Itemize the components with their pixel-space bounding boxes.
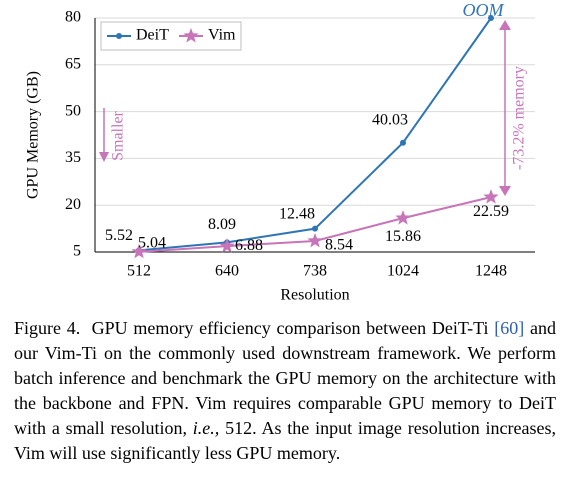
star-marker [183,28,199,43]
caption-emphasis: i.e., [192,418,220,438]
star-marker [219,238,235,253]
series-line [138,17,492,252]
arrow-head [499,20,511,30]
circle-marker [400,139,406,146]
y-tick-label: 20 [65,196,81,213]
x-tick-label: 512 [127,263,151,280]
reduction-label: -73.2% memory [511,66,528,170]
y-tick-label: 5 [73,243,81,260]
arrow-head [499,186,511,196]
star-marker [307,233,323,248]
y-tick-label: 35 [65,149,81,166]
circle-marker [312,225,318,232]
data-label: 22.59 [473,203,509,220]
circle-marker [116,33,122,39]
x-tick-label: 1024 [387,263,419,280]
data-label: 8.09 [208,216,236,233]
citation: [60] [494,318,525,338]
legend-label: DeiT [136,27,169,44]
x-axis-title: Resolution [280,287,349,304]
oom-label: OOM [463,0,505,20]
smaller-label: Smaller [110,110,127,160]
y-tick-label: 65 [65,55,81,72]
y-tick-label: 50 [65,102,81,119]
arrow-head [99,152,109,162]
star-marker [131,243,147,259]
caption-text: 512. As the input image resolution incre… [14,418,556,463]
caption-text: and our Vim-Ti on the commonly used down… [14,318,556,438]
x-tick-label: 738 [303,263,327,280]
data-label: 5.04 [138,235,166,252]
chart: GPU Memory (GB) Resolution 5 20 35 50 65 80 51… [25,0,535,304]
caption-text: GPU memory efficiency comparison between… [91,318,495,338]
data-label: 15.86 [385,228,421,245]
y-axis-title: GPU Memory (GB) [25,71,42,199]
data-label: 40.03 [372,111,408,128]
x-tick-label: 640 [215,263,239,280]
star-marker [483,189,499,204]
figure-caption: Figure 4. GPU memory efficiency comparis… [14,316,556,466]
data-label: 12.48 [279,205,315,222]
data-label: 8.54 [325,237,353,254]
caption-label: Figure 4. [14,318,81,338]
star-marker [395,210,411,225]
y-tick-label: 80 [65,9,81,26]
x-tick-label: 1248 [475,263,507,280]
legend-label: Vim [208,27,236,44]
data-label: 5.52 [105,227,133,244]
circle-marker [488,15,494,21]
data-label: 6.88 [235,237,263,254]
